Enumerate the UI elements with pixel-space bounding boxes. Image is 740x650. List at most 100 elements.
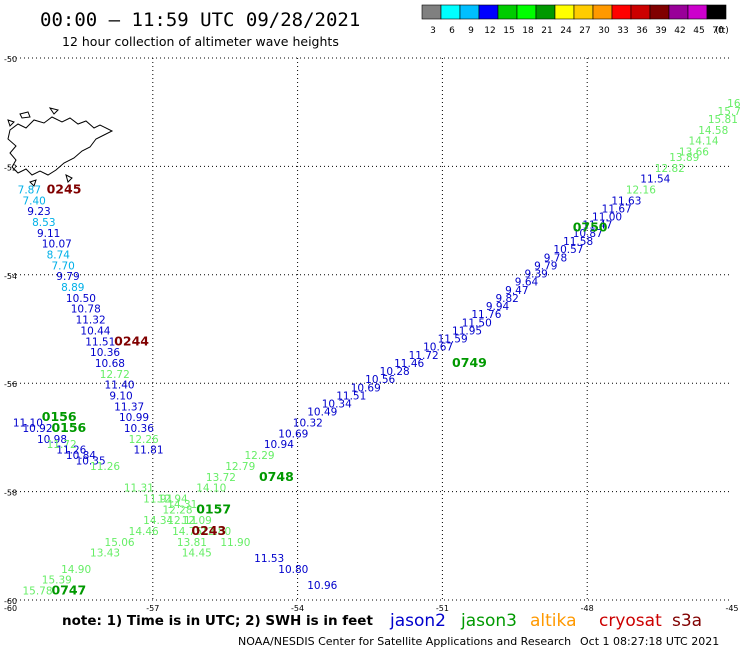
wave-height-value: 9.47 <box>505 285 528 297</box>
legend-swatch <box>668 4 689 20</box>
map-title: 00:00 — 11:59 UTC 09/28/2021 <box>40 9 360 31</box>
wave-height-value: 13.43 <box>90 548 120 560</box>
wave-height-value: 10.35 <box>76 456 106 468</box>
wave-height-value: 9.64 <box>515 277 539 289</box>
wave-height-value: 12.79 <box>225 461 255 473</box>
wave-height-value: 12.26 <box>129 434 159 446</box>
wave-height-value: 10.94 <box>264 439 294 451</box>
wave-height-value: 9.94 <box>486 301 510 313</box>
wave-height-value: 14.34 <box>143 515 173 527</box>
track-0: 7.877.409.238.539.1110.078.747.709.798.8… <box>18 185 212 560</box>
wave-height-value: 11.76 <box>471 309 501 321</box>
legend-swatch <box>706 4 727 20</box>
latitude-label: -50 <box>4 55 17 64</box>
wave-height-value: 11.32 <box>76 315 106 327</box>
wave-height-value: 9.11 <box>37 228 60 240</box>
wave-height-value: 11.95 <box>452 325 482 337</box>
wave-height-value: 10.28 <box>380 366 410 378</box>
wave-height-value: 13.66 <box>679 147 709 159</box>
wave-height-value: 10.68 <box>95 358 125 370</box>
legend-swatch <box>592 4 613 20</box>
longitude-label: -60 <box>4 604 17 613</box>
pass-number-label: 0244 <box>114 333 149 348</box>
wave-height-value: 16.3 <box>727 98 740 110</box>
wave-height-value: 15.39 <box>42 575 72 587</box>
wave-height-value: 14.31 <box>167 499 197 511</box>
wave-height-value: 11.31 <box>124 483 154 495</box>
wave-height-value: 10.34 <box>322 399 352 411</box>
longitude-label: -45 <box>725 604 738 613</box>
sat-jason2: jason2 <box>389 611 446 631</box>
footer-timestamp: Oct 1 08:27:18 UTC 2021 <box>580 635 719 648</box>
wave-height-value: 13.81 <box>177 537 207 549</box>
wave-height-value: 11.51 <box>85 336 115 348</box>
pass-number-label: 0748 <box>259 469 294 484</box>
legend-tick-label: 15 <box>503 26 514 36</box>
wave-height-value: 13.72 <box>206 472 236 484</box>
longitude-label: -54 <box>291 604 304 613</box>
wave-height-value: 11.58 <box>563 236 593 248</box>
wave-height-value: 10.87 <box>573 228 603 240</box>
pass-number-label: 0747 <box>51 583 86 598</box>
wave-height-value: 7.40 <box>22 195 45 207</box>
wave-height-value: 7.70 <box>51 260 74 272</box>
wave-height-value: 11.67 <box>602 203 632 215</box>
wave-height-value: 10.36 <box>124 423 154 435</box>
wave-height-value: 10.78 <box>71 304 101 316</box>
wave-height-value: 11.10 <box>13 418 43 430</box>
wave-height-value: 11.91 <box>143 493 173 505</box>
wave-height-value: 11.81 <box>133 445 163 457</box>
longitude-label: -57 <box>146 604 159 613</box>
wave-height-value: 11.47 <box>582 220 612 232</box>
wave-height-color-legend: 3 6 9 12 15 18 21 24 27 30 33 36 39 42 45 70(ft) <box>421 4 729 36</box>
wave-height-value: 14.75 <box>172 526 202 538</box>
wave-height-value: 9.78 <box>544 252 567 264</box>
wave-height-value: 11.26 <box>90 461 120 473</box>
wave-height-value: 11.59 <box>438 334 468 346</box>
legend-swatch <box>649 4 670 20</box>
wave-height-value: 12.94 <box>158 493 188 505</box>
wave-height-value: 12.80 <box>201 526 231 538</box>
pass-number-label: 0156 <box>42 409 77 424</box>
latitude-label: -58 <box>4 489 17 498</box>
legend-tick-label: 12 <box>484 26 495 36</box>
falkland-islands-landmass <box>7 107 114 187</box>
latitude-label: -56 <box>4 380 17 389</box>
wave-height-value: 11.63 <box>611 195 641 207</box>
latitude-label: -52 <box>4 163 17 172</box>
wave-height-value: 10.07 <box>42 239 72 251</box>
legend-swatch <box>573 4 594 20</box>
wave-height-value: 13.89 <box>669 152 699 164</box>
satellite-legend: jason2 jason3 altika cryosat s3a <box>389 611 702 631</box>
legend-swatch <box>554 4 575 20</box>
wave-height-value: 12.11 <box>167 515 197 527</box>
legend-tick-label: 33 <box>617 26 628 36</box>
wave-height-value: 10.56 <box>365 374 395 386</box>
wave-height-value: 11.51 <box>336 390 366 402</box>
wave-height-value: 10.49 <box>307 407 337 419</box>
wave-height-value: 10.50 <box>66 293 96 305</box>
map-subtitle: 12 hour collection of altimeter wave hei… <box>62 34 339 49</box>
wave-height-value: 11.00 <box>592 212 622 224</box>
pass-number-label: 0243 <box>191 523 226 538</box>
legend-tick-label: 21 <box>541 26 552 36</box>
wave-height-value: 9.23 <box>27 206 50 218</box>
wave-height-value: 10.67 <box>423 342 453 354</box>
wave-height-value: 10.69 <box>351 382 381 394</box>
legend-swatch <box>497 4 518 20</box>
legend-tick-label: 18 <box>522 26 534 36</box>
wave-height-value: 10.80 <box>278 564 308 576</box>
longitude-label: -51 <box>436 604 449 613</box>
legend-tick-label: 6 <box>449 26 455 36</box>
wave-height-value: 10.96 <box>307 580 337 592</box>
legend-unit-label: (ft) <box>715 26 729 36</box>
wave-height-value: 12.29 <box>245 450 275 462</box>
graticule: -50 -52 -54 -56 -58 -60-60 -57 -54 -51 -48 -45 <box>4 55 739 613</box>
legend-swatch <box>459 4 480 20</box>
legend-tick-label: 45 <box>693 26 704 36</box>
legend-tick-label: 30 <box>598 26 610 36</box>
legend-swatch <box>611 4 632 20</box>
track-1: 11.1010.9210.9811.7211.2610.8410.3511.26… <box>13 418 338 593</box>
wave-height-value: 9.10 <box>109 390 132 402</box>
